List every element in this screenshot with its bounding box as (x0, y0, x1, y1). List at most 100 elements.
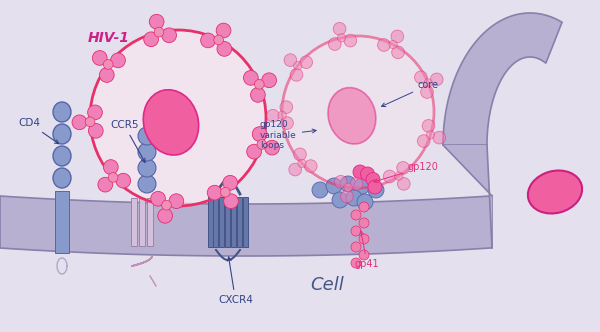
Circle shape (108, 173, 118, 182)
Circle shape (361, 167, 374, 181)
Circle shape (389, 41, 397, 49)
Text: core: core (382, 80, 439, 107)
Circle shape (433, 131, 446, 144)
Circle shape (257, 140, 267, 149)
Circle shape (391, 30, 404, 43)
Circle shape (161, 201, 172, 210)
Bar (208, 197, 212, 247)
Ellipse shape (53, 168, 71, 188)
Polygon shape (443, 13, 562, 145)
Ellipse shape (528, 171, 582, 213)
Circle shape (351, 258, 361, 268)
Circle shape (138, 175, 156, 193)
Circle shape (138, 127, 156, 145)
Circle shape (289, 163, 302, 176)
Bar (244, 197, 248, 247)
Circle shape (430, 73, 443, 86)
Circle shape (397, 162, 409, 174)
Circle shape (149, 14, 164, 29)
Circle shape (359, 250, 369, 260)
Circle shape (92, 50, 107, 65)
Circle shape (281, 117, 293, 129)
Circle shape (424, 79, 433, 87)
Text: CCR5: CCR5 (110, 120, 145, 162)
Circle shape (340, 176, 356, 192)
Circle shape (220, 187, 230, 197)
Ellipse shape (53, 146, 71, 166)
Circle shape (247, 144, 262, 159)
Circle shape (110, 53, 125, 68)
Circle shape (223, 175, 238, 190)
Circle shape (278, 111, 286, 120)
Circle shape (216, 23, 231, 38)
Circle shape (293, 148, 307, 161)
Circle shape (326, 178, 342, 194)
Circle shape (351, 242, 361, 252)
Circle shape (162, 28, 176, 42)
Circle shape (88, 105, 103, 120)
Circle shape (344, 183, 352, 192)
Circle shape (154, 27, 164, 37)
Bar (139, 198, 145, 246)
Text: gp120
variable
loops: gp120 variable loops (260, 120, 316, 150)
Circle shape (415, 71, 427, 84)
Circle shape (293, 61, 302, 70)
Circle shape (383, 170, 396, 183)
Circle shape (200, 33, 215, 48)
Circle shape (357, 194, 373, 210)
Bar (131, 198, 137, 246)
Text: Cell: Cell (310, 276, 344, 294)
Bar (214, 197, 218, 247)
Circle shape (138, 159, 156, 177)
Circle shape (422, 120, 435, 132)
Text: HIV-1: HIV-1 (88, 31, 130, 45)
Circle shape (351, 226, 361, 236)
Circle shape (359, 234, 369, 244)
Circle shape (368, 182, 384, 198)
Circle shape (103, 160, 118, 174)
Circle shape (151, 192, 166, 206)
Circle shape (254, 79, 264, 89)
Circle shape (284, 54, 297, 66)
Bar (55, 191, 69, 253)
Circle shape (421, 86, 433, 98)
Circle shape (300, 56, 313, 69)
Circle shape (312, 182, 328, 198)
Circle shape (377, 39, 390, 51)
Circle shape (252, 127, 267, 141)
Circle shape (392, 46, 404, 59)
Circle shape (354, 178, 370, 194)
Circle shape (217, 42, 232, 56)
Circle shape (346, 190, 362, 206)
Circle shape (290, 68, 303, 81)
Circle shape (350, 178, 363, 190)
Circle shape (351, 210, 361, 220)
Text: gp41: gp41 (355, 231, 380, 269)
Circle shape (85, 117, 95, 127)
Ellipse shape (53, 102, 71, 122)
Circle shape (397, 178, 410, 190)
Circle shape (100, 68, 114, 82)
Bar (147, 198, 153, 246)
Circle shape (72, 115, 87, 130)
Circle shape (341, 190, 353, 203)
Bar (220, 197, 224, 247)
Circle shape (224, 194, 238, 208)
Circle shape (368, 180, 382, 194)
Text: gp120: gp120 (374, 162, 439, 183)
Circle shape (332, 192, 348, 208)
Circle shape (251, 88, 265, 102)
Circle shape (353, 165, 367, 179)
Circle shape (244, 70, 258, 85)
Text: CXCR4: CXCR4 (218, 257, 253, 305)
Circle shape (304, 160, 317, 172)
Circle shape (266, 109, 279, 122)
Circle shape (214, 35, 223, 45)
Polygon shape (443, 145, 492, 248)
Circle shape (280, 101, 293, 114)
Circle shape (207, 185, 222, 200)
Bar (238, 197, 242, 247)
Circle shape (265, 140, 280, 155)
Circle shape (90, 30, 266, 206)
Circle shape (262, 73, 277, 88)
